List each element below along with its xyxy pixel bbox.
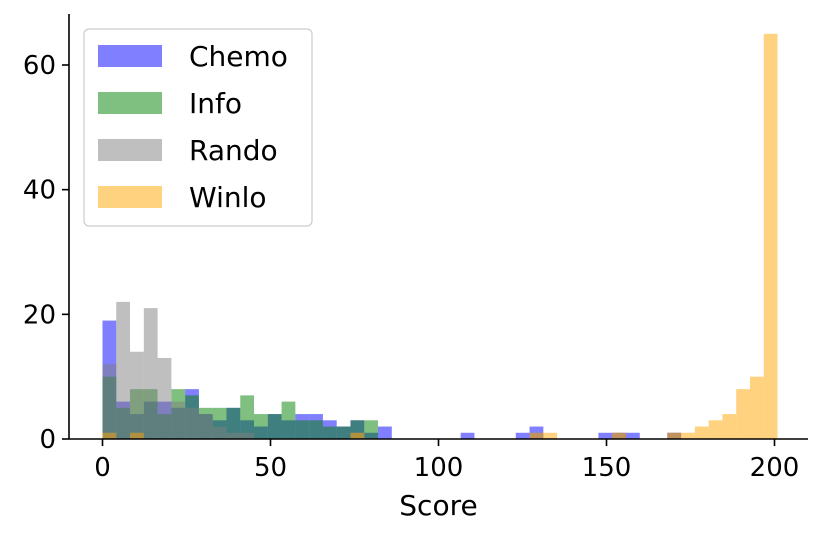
bar-rando-0 — [102, 364, 117, 439]
y-tick-label-1: 20 — [23, 300, 56, 330]
bar-winlo-9 — [708, 420, 723, 439]
bar-rando-4 — [157, 357, 172, 439]
bar-info-12 — [267, 414, 282, 439]
bars-group — [102, 33, 778, 439]
bar-winlo-4 — [543, 432, 558, 439]
legend-swatch-chemo — [98, 45, 162, 67]
bar-info-10 — [240, 395, 255, 439]
bar-rando-5 — [171, 401, 186, 439]
bar-rando-8 — [212, 426, 227, 439]
bar-rando-9 — [226, 432, 241, 439]
bar-rando-3 — [143, 308, 158, 439]
legend-label-info: Info — [189, 87, 242, 120]
x-ticks-group: 0 50 100 150 200 — [94, 439, 799, 483]
x-tick-label-2: 100 — [414, 453, 464, 483]
bar-winlo-13 — [763, 33, 778, 439]
bar-chemo-22 — [515, 432, 530, 439]
bar-info-11 — [254, 414, 268, 439]
bar-chemo-24 — [598, 432, 613, 439]
bar-winlo-10 — [722, 414, 737, 439]
bar-info-15 — [309, 420, 323, 439]
legend: Chemo Info Rando Winlo — [83, 28, 313, 227]
x-tick-label-1: 50 — [254, 453, 287, 483]
bar-winlo-7 — [681, 432, 695, 439]
bar-chemo-21 — [460, 432, 475, 439]
bar-winlo-1 — [130, 432, 144, 439]
bar-rando-2 — [130, 351, 144, 439]
x-tick-label-4: 200 — [750, 453, 800, 483]
bar-rando-6 — [185, 407, 199, 439]
bar-chemo-26 — [625, 432, 640, 439]
bar-info-13 — [281, 401, 296, 439]
bar-rando-7 — [198, 414, 213, 439]
bar-winlo-5 — [612, 432, 626, 439]
legend-label-winlo: Winlo — [189, 181, 267, 214]
y-ticks-group: 0 20 40 60 — [23, 51, 69, 455]
bar-info-17 — [336, 426, 351, 439]
bar-winlo-11 — [736, 389, 750, 439]
legend-swatch-winlo — [98, 186, 162, 208]
x-tick-label-0: 0 — [94, 453, 111, 483]
bar-winlo-0 — [102, 432, 117, 439]
x-tick-label-3: 150 — [582, 453, 632, 483]
x-axis-title: Score — [399, 489, 477, 522]
legend-swatch-rando — [98, 139, 162, 161]
bar-info-9 — [226, 407, 241, 439]
bar-rando-1 — [116, 301, 131, 439]
legend-frame — [83, 28, 313, 227]
bar-winlo-6 — [667, 432, 682, 439]
y-tick-label-3: 60 — [23, 51, 56, 81]
bar-winlo-2 — [350, 432, 365, 439]
bar-winlo-3 — [529, 432, 544, 439]
legend-label-chemo: Chemo — [189, 40, 288, 73]
legend-label-rando: Rando — [189, 134, 278, 167]
bar-info-19 — [364, 420, 379, 439]
bar-info-16 — [322, 426, 337, 439]
bar-winlo-12 — [749, 376, 764, 439]
y-tick-label-2: 40 — [23, 176, 56, 206]
legend-swatch-info — [98, 92, 162, 114]
bar-winlo-8 — [694, 426, 709, 439]
bar-rando-10 — [240, 432, 255, 439]
y-tick-label-0: 0 — [39, 425, 56, 455]
bar-chemo-20 — [378, 426, 392, 439]
bar-info-14 — [295, 420, 310, 439]
